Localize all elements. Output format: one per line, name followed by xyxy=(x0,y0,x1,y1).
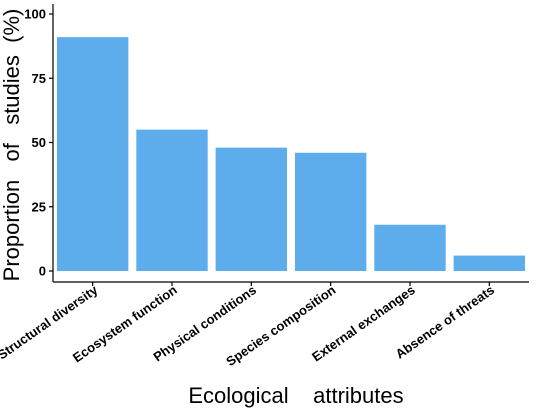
y-tick-label: 75 xyxy=(32,71,46,86)
y-tick-label: 25 xyxy=(32,199,46,214)
bar-absence-of-threats xyxy=(453,255,526,271)
y-tick-label: 0 xyxy=(39,264,46,279)
bar-external-exchanges xyxy=(374,224,446,271)
x-axis-title: Ecological attributes xyxy=(188,383,403,408)
bar-species-composition xyxy=(294,152,367,271)
y-axis-title: Proportion of studies (%) xyxy=(0,9,24,282)
bar-physical-conditions xyxy=(215,147,288,271)
bars-group xyxy=(56,37,526,271)
y-tick-label: 100 xyxy=(24,7,46,22)
bar-ecosystem-function xyxy=(136,129,208,271)
y-ticks-group: 0 25 50 75 100 xyxy=(24,7,53,279)
bar-structural-diversity xyxy=(56,37,129,271)
y-tick-label: 50 xyxy=(32,135,46,150)
